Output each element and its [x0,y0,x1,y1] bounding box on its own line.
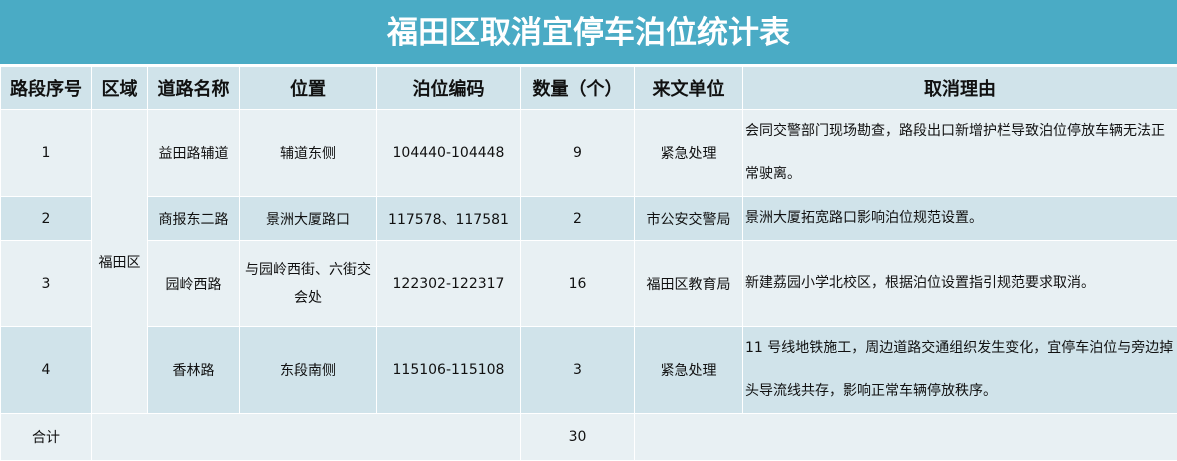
count: 16 [521,241,635,327]
header-cell: 数量（个） [521,67,635,110]
source-unit: 紧急处理 [635,110,743,197]
road-name: 园岭西路 [148,241,240,327]
table-row: 2 商报东二路 景洲大厦路口 117578、117581 2 市公安交警局 景洲… [1,197,1177,241]
header-row: 路段序号 区域 道路名称 位置 泊位编码 数量（个） 来文单位 取消理由 [1,67,1177,110]
road-name: 益田路辅道 [148,110,240,197]
empty-cell [635,414,1177,461]
total-label: 合计 [1,414,92,461]
reason: 景洲大厦拓宽路口影响泊位规范设置。 [743,197,1177,241]
header-cell: 路段序号 [1,67,92,110]
berth-codes: 117578、117581 [377,197,521,241]
road-name: 商报东二路 [148,197,240,241]
header-cell: 取消理由 [743,67,1177,110]
row-no: 1 [1,110,92,197]
row-no: 3 [1,241,92,327]
header-cell: 泊位编码 [377,67,521,110]
page-title: 福田区取消宜停车泊位统计表 [0,0,1177,64]
position: 与园岭西街、六街交会处 [240,241,377,327]
parking-table: 路段序号 区域 道路名称 位置 泊位编码 数量（个） 来文单位 取消理由 1 福… [0,66,1177,461]
position: 东段南侧 [240,327,377,414]
table-row: 1 福田区 益田路辅道 辅道东侧 104440-104448 9 紧急处理 会同… [1,110,1177,197]
reason: 新建荔园小学北校区，根据泊位设置指引规范要求取消。 [743,241,1177,327]
berth-codes: 104440-104448 [377,110,521,197]
reason: 11 号线地铁施工，周边道路交通组织发生变化，宜停车泊位与旁边掉头导流线共存，影… [743,327,1177,414]
empty-cell [92,414,521,461]
source-unit: 紧急处理 [635,327,743,414]
header-cell: 来文单位 [635,67,743,110]
header-cell: 区域 [92,67,148,110]
position: 辅道东侧 [240,110,377,197]
table-row: 4 香林路 东段南侧 115106-115108 3 紧急处理 11 号线地铁施… [1,327,1177,414]
source-unit: 市公安交警局 [635,197,743,241]
row-no: 4 [1,327,92,414]
header-cell: 道路名称 [148,67,240,110]
berth-codes: 115106-115108 [377,327,521,414]
count: 3 [521,327,635,414]
total-row: 合计 30 [1,414,1177,461]
table-row: 3 园岭西路 与园岭西街、六街交会处 122302-122317 16 福田区教… [1,241,1177,327]
source-unit: 福田区教育局 [635,241,743,327]
reason: 会同交警部门现场勘查，路段出口新增护栏导致泊位停放车辆无法正常驶离。 [743,110,1177,197]
header-cell: 位置 [240,67,377,110]
berth-codes: 122302-122317 [377,241,521,327]
road-name: 香林路 [148,327,240,414]
count: 9 [521,110,635,197]
district-cell: 福田区 [92,110,148,414]
count: 2 [521,197,635,241]
total-count: 30 [521,414,635,461]
position: 景洲大厦路口 [240,197,377,241]
row-no: 2 [1,197,92,241]
